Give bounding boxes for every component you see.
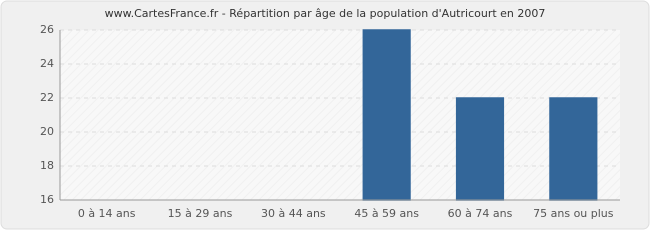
- x-tick-label: 60 à 74 ans: [448, 207, 513, 220]
- bar: [455, 97, 505, 201]
- y-tick-label: 18: [40, 159, 54, 172]
- y-tick-label: 20: [40, 125, 54, 138]
- y-tick-label: 16: [40, 193, 54, 206]
- bar: [549, 97, 598, 201]
- x-tick-label: 15 à 29 ans: [168, 207, 233, 220]
- chart: www.CartesFrance.fr - Répartition par âg…: [0, 0, 650, 230]
- x-tick-label: 45 à 59 ans: [354, 207, 419, 220]
- x-tick-label: 30 à 44 ans: [261, 207, 326, 220]
- y-tick-label: 22: [40, 91, 54, 104]
- y-tick-label: 24: [40, 57, 54, 70]
- chart-title: www.CartesFrance.fr - Répartition par âg…: [105, 7, 546, 20]
- x-tick-label: 0 à 14 ans: [78, 207, 136, 220]
- y-tick-label: 26: [40, 23, 54, 36]
- plot-area: [60, 30, 620, 200]
- bar: [362, 29, 411, 201]
- x-tick-label: 75 ans ou plus: [533, 207, 614, 220]
